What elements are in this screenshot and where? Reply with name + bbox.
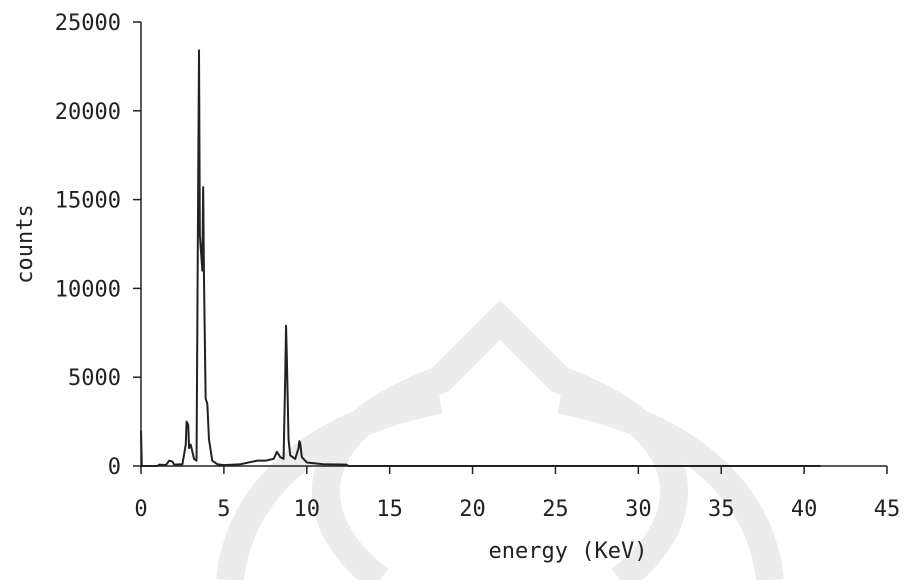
x-tick-label: 45 (874, 497, 901, 522)
y-tick-label: 5000 (68, 366, 121, 391)
y-axis-title: counts (13, 204, 38, 283)
x-tick-label: 5 (217, 497, 230, 522)
x-tick-label: 25 (542, 497, 569, 522)
y-tick-label: 25000 (55, 11, 121, 36)
spectrum-line (140, 49, 821, 467)
x-tick-label: 30 (625, 497, 652, 522)
x-tick-label: 40 (791, 497, 818, 522)
y-tick-label: 0 (108, 455, 121, 480)
x-tick-label: 10 (294, 497, 321, 522)
x-tick-label: 35 (708, 497, 735, 522)
watermark (216, 300, 784, 580)
y-tick-label: 15000 (55, 189, 121, 214)
y-tick-label: 20000 (55, 100, 121, 125)
x-axis-title: energy (KeV) (489, 539, 648, 564)
x-tick-label: 20 (459, 497, 486, 522)
y-tick-label: 10000 (55, 277, 121, 302)
x-tick-label: 15 (376, 497, 403, 522)
x-tick-label: 0 (134, 497, 147, 522)
